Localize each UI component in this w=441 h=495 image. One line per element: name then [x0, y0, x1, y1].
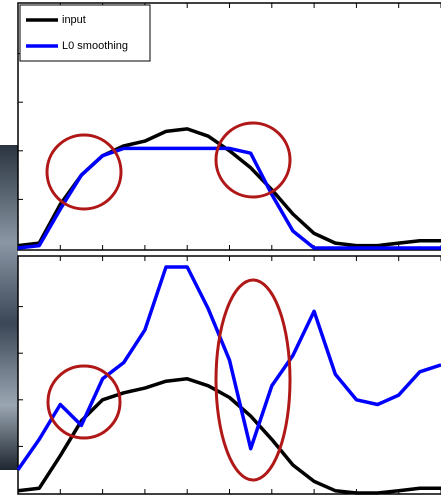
page: {"chart_data": [ {"type": "line", "x": […: [0, 0, 441, 495]
legend-label: input: [62, 14, 86, 26]
figure: input L0 smoothing: [0, 0, 441, 495]
legend-label: L0 smoothing: [62, 40, 128, 52]
panels: input L0 smoothing: [18, 3, 441, 494]
photo-strip: [0, 145, 18, 470]
legend: input L0 smoothing: [20, 5, 150, 61]
panel: input L0 smoothing: [18, 3, 441, 250]
